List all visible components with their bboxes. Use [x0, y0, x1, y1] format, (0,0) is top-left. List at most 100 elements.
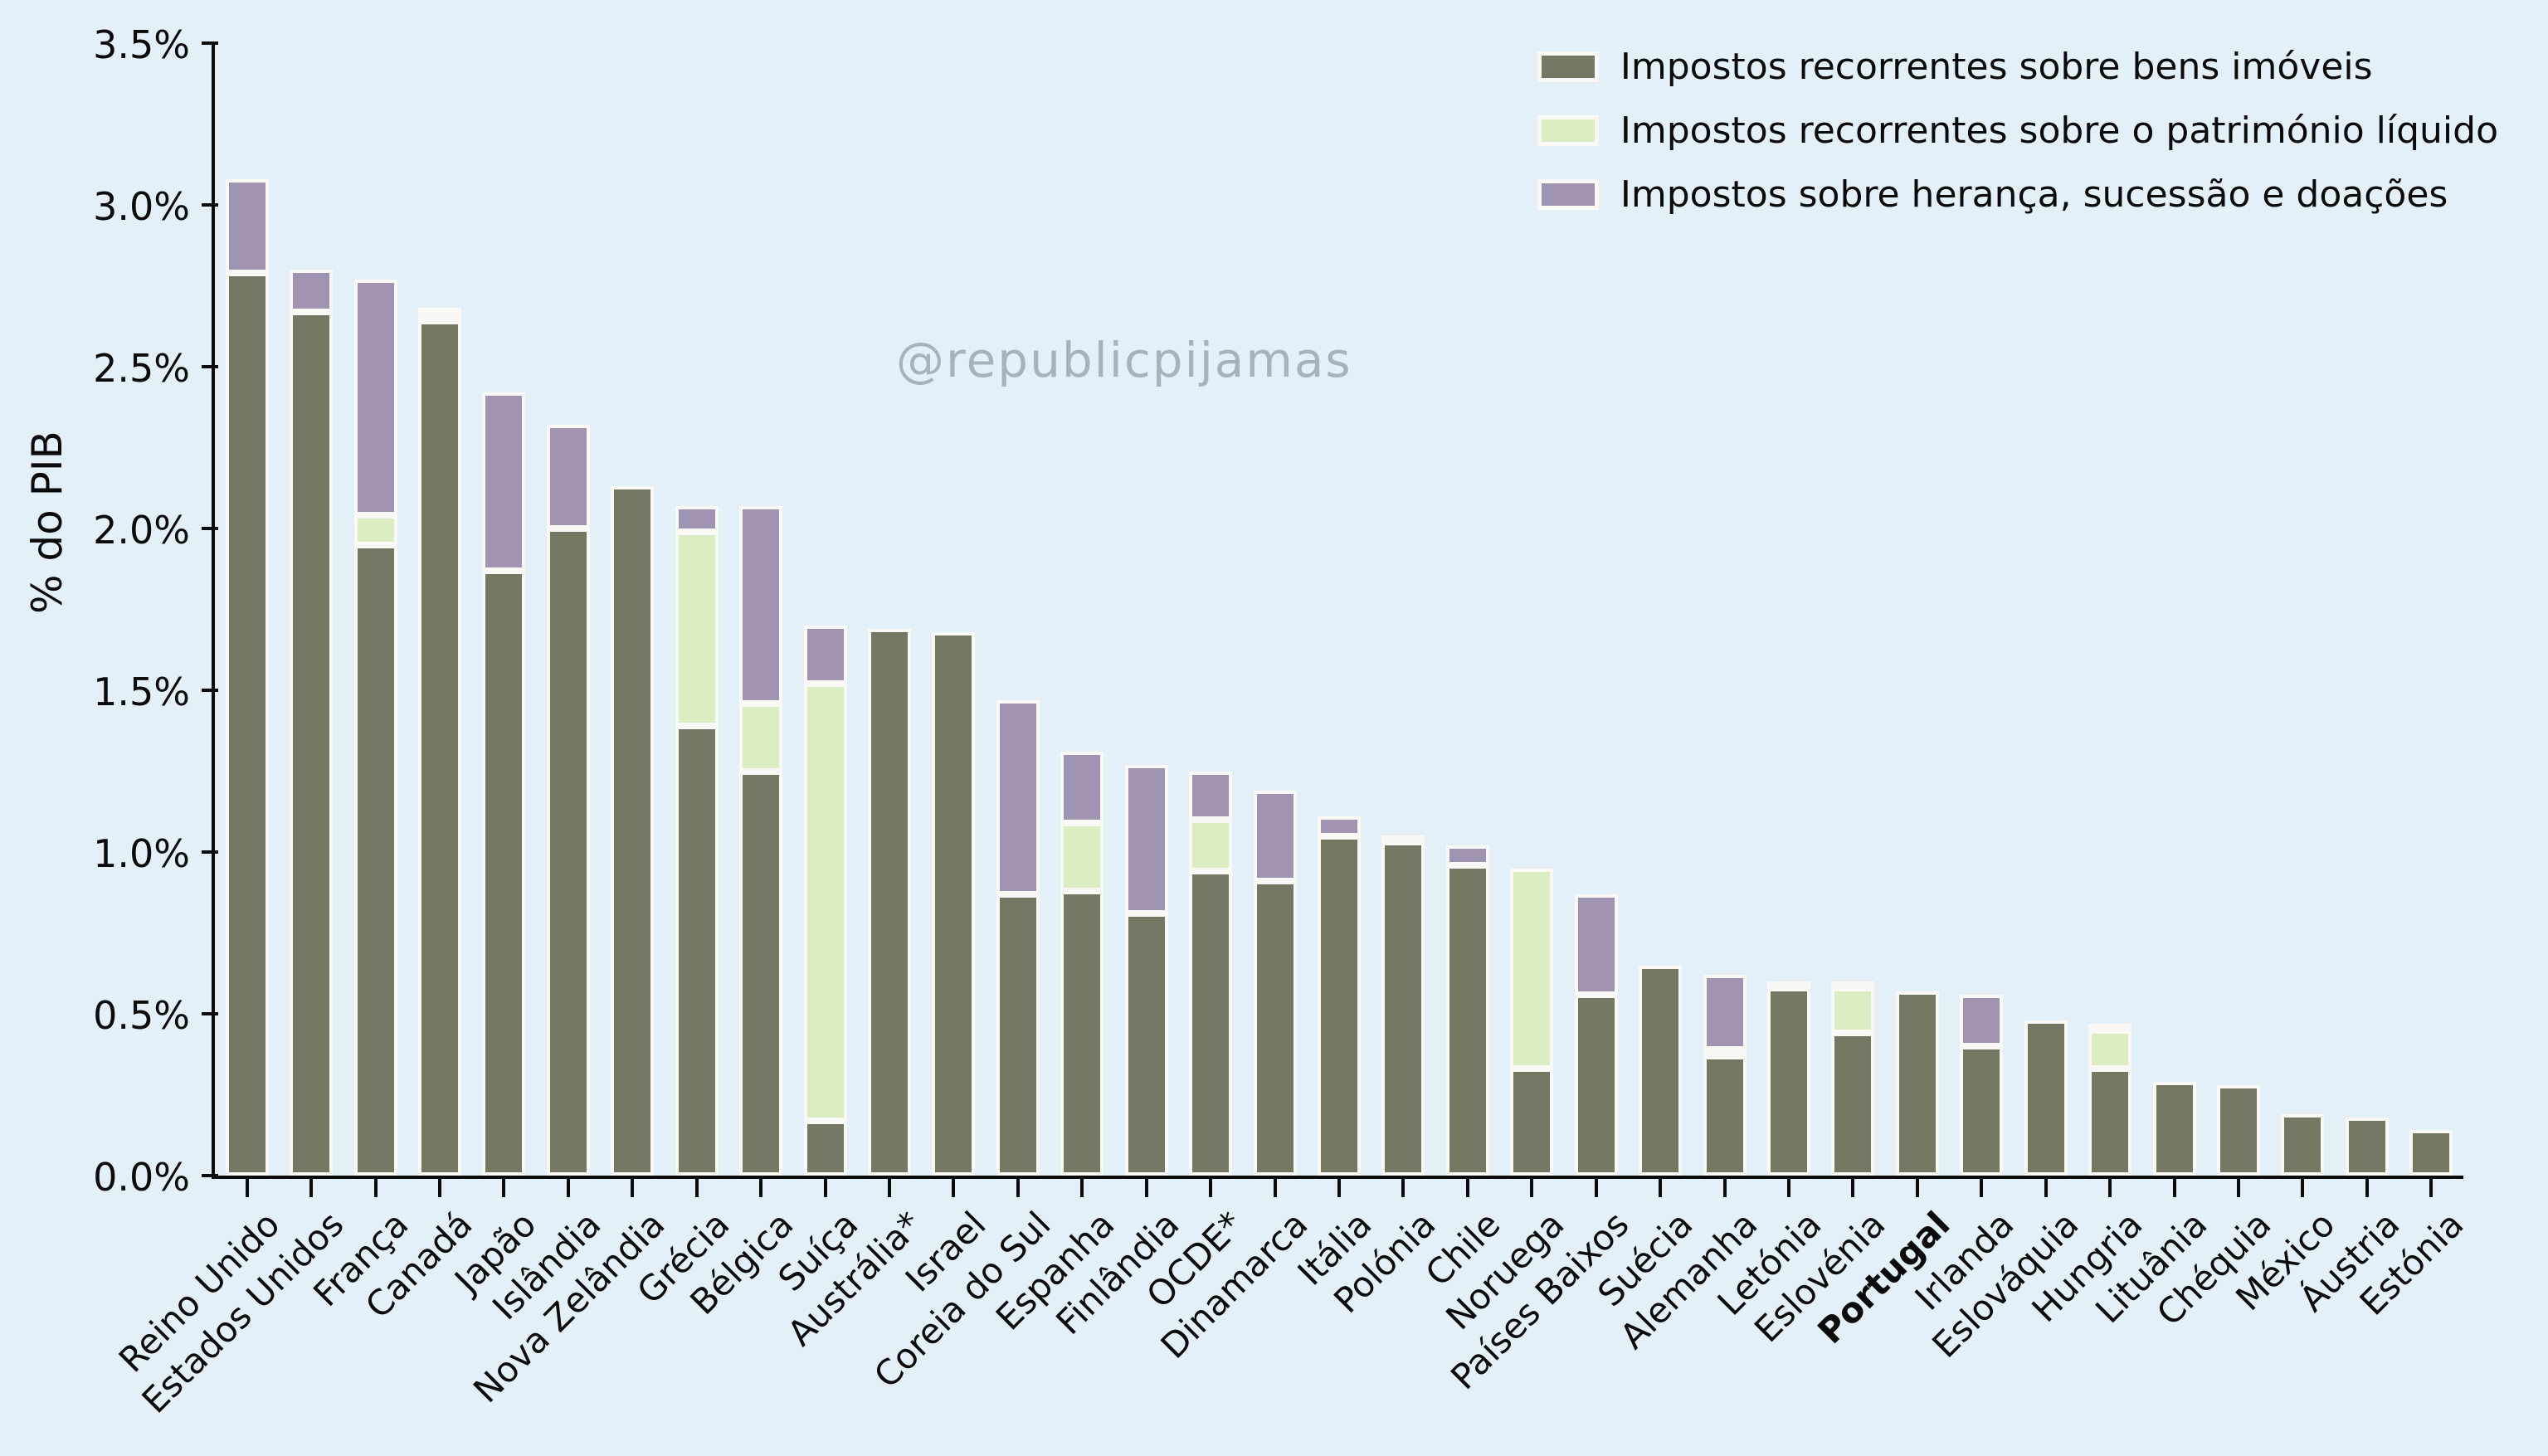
bar-segment[interactable] — [675, 531, 719, 726]
bar-segment[interactable] — [996, 699, 1040, 894]
bar-finl-ndia[interactable] — [1124, 764, 1168, 1176]
bar-segment[interactable] — [1060, 822, 1104, 891]
bar-segment[interactable] — [482, 392, 526, 571]
bar-segment[interactable] — [675, 505, 719, 532]
bar-portugal[interactable] — [1895, 991, 1939, 1176]
bar-b-lgica[interactable] — [739, 505, 783, 1176]
bar-canad-[interactable] — [418, 308, 461, 1176]
bar-segment[interactable] — [2088, 1030, 2132, 1069]
bar-segment[interactable] — [1445, 845, 1489, 865]
bar-segment[interactable] — [2217, 1084, 2260, 1176]
bar-segment[interactable] — [290, 270, 334, 312]
bar-segment[interactable] — [996, 894, 1040, 1176]
bar-segment[interactable] — [353, 515, 397, 545]
bar-su-cia[interactable] — [1639, 965, 1683, 1176]
bar-segment[interactable] — [1960, 1046, 2004, 1176]
bar-segment[interactable] — [1060, 752, 1104, 823]
bar-segment[interactable] — [1381, 842, 1425, 1176]
bar-estados-unidos[interactable] — [290, 270, 334, 1176]
bar-segment[interactable] — [2409, 1130, 2453, 1176]
bar-segment[interactable] — [290, 311, 334, 1176]
bar-segment[interactable] — [868, 628, 911, 1176]
bar-dinamarca[interactable] — [1253, 790, 1297, 1176]
bar-segment[interactable] — [1960, 994, 2004, 1046]
bar-fran-a[interactable] — [353, 279, 397, 1176]
bar-segment[interactable] — [1895, 991, 1939, 1176]
bar-coreia-do-sul[interactable] — [996, 699, 1040, 1176]
bar-litu-nia[interactable] — [2152, 1081, 2196, 1176]
bar-segment[interactable] — [1703, 1055, 1747, 1176]
bar-segment[interactable] — [1124, 913, 1168, 1176]
bar-segment[interactable] — [418, 308, 461, 315]
bar-segment[interactable] — [418, 314, 461, 322]
bar-austr-lia-[interactable] — [868, 628, 911, 1176]
bar-segment[interactable] — [1318, 835, 1361, 1176]
bar-segment[interactable] — [2345, 1117, 2389, 1176]
bar-segment[interactable] — [739, 703, 783, 772]
bar-reino-unido[interactable] — [225, 178, 269, 1176]
bar-segment[interactable] — [675, 725, 719, 1176]
bar-segment[interactable] — [546, 528, 590, 1176]
bar-segment[interactable] — [1510, 1069, 1554, 1176]
bar-est-nia[interactable] — [2409, 1130, 2453, 1176]
bar-jap-o[interactable] — [482, 392, 526, 1176]
bar-isl-ndia[interactable] — [546, 425, 590, 1176]
bar-eslov-nia[interactable] — [1831, 981, 1875, 1176]
bar-segment[interactable] — [1510, 868, 1554, 1069]
bar-segment[interactable] — [611, 486, 655, 1176]
bar-espanha[interactable] — [1060, 752, 1104, 1176]
bar-let-nia[interactable] — [1767, 981, 1810, 1176]
bar-segment[interactable] — [1124, 764, 1168, 914]
bar-segment[interactable] — [803, 1120, 847, 1176]
bar-segment[interactable] — [1189, 820, 1233, 872]
bar-segment[interactable] — [1767, 981, 1810, 988]
bar-segment[interactable] — [1253, 790, 1297, 882]
bar-segment[interactable] — [739, 771, 783, 1176]
bar-gr-cia[interactable] — [675, 505, 719, 1176]
bar-pa-ses-baixos[interactable] — [1574, 894, 1618, 1176]
bar-segment[interactable] — [2024, 1020, 2068, 1176]
bar-segment[interactable] — [2152, 1081, 2196, 1176]
bar-segment[interactable] — [1574, 994, 1618, 1176]
bar-it-lia[interactable] — [1318, 816, 1361, 1176]
bar-alemanha[interactable] — [1703, 975, 1747, 1176]
bar-segment[interactable] — [1703, 1049, 1747, 1056]
bar-segment[interactable] — [1445, 864, 1489, 1176]
bar-segment[interactable] — [1831, 981, 1875, 988]
bar-segment[interactable] — [1189, 871, 1233, 1176]
bar-segment[interactable] — [2088, 1069, 2132, 1176]
bar-segment[interactable] — [546, 425, 590, 528]
bar-segment[interactable] — [353, 279, 397, 516]
bar-segment[interactable] — [353, 544, 397, 1176]
bar-segment[interactable] — [225, 178, 269, 273]
bar-segment[interactable] — [418, 321, 461, 1176]
bar-noruega[interactable] — [1510, 868, 1554, 1176]
bar-segment[interactable] — [2281, 1113, 2325, 1176]
bar-segment[interactable] — [482, 570, 526, 1176]
bar-irlanda[interactable] — [1960, 994, 2004, 1176]
bar-segment[interactable] — [932, 631, 976, 1176]
bar-hungria[interactable] — [2088, 1023, 2132, 1176]
bar-segment[interactable] — [1574, 894, 1618, 995]
bar-segment[interactable] — [2088, 1023, 2132, 1030]
bar-segment[interactable] — [1831, 1033, 1875, 1176]
bar-segment[interactable] — [1253, 881, 1297, 1176]
bar-israel[interactable] — [932, 631, 976, 1176]
bar-segment[interactable] — [1189, 771, 1233, 821]
bar-segment[interactable] — [1831, 987, 1875, 1034]
bar-ch-quia[interactable] — [2217, 1084, 2260, 1176]
bar-segment[interactable] — [1639, 965, 1683, 1176]
bar-segment[interactable] — [1767, 987, 1810, 1176]
bar-segment[interactable] — [1060, 890, 1104, 1176]
bar-segment[interactable] — [225, 272, 269, 1176]
bar-chile[interactable] — [1445, 845, 1489, 1176]
bar-segment[interactable] — [803, 684, 847, 1121]
bar-segment[interactable] — [803, 626, 847, 684]
bar-segment[interactable] — [739, 505, 783, 704]
bar-ocde-[interactable] — [1189, 771, 1233, 1176]
bar-m-xico[interactable] — [2281, 1113, 2325, 1176]
bar-segment[interactable] — [1703, 975, 1747, 1049]
bar-nova-zel-ndia[interactable] — [611, 486, 655, 1176]
bar-segment[interactable] — [1381, 835, 1425, 843]
bar--ustria[interactable] — [2345, 1117, 2389, 1176]
